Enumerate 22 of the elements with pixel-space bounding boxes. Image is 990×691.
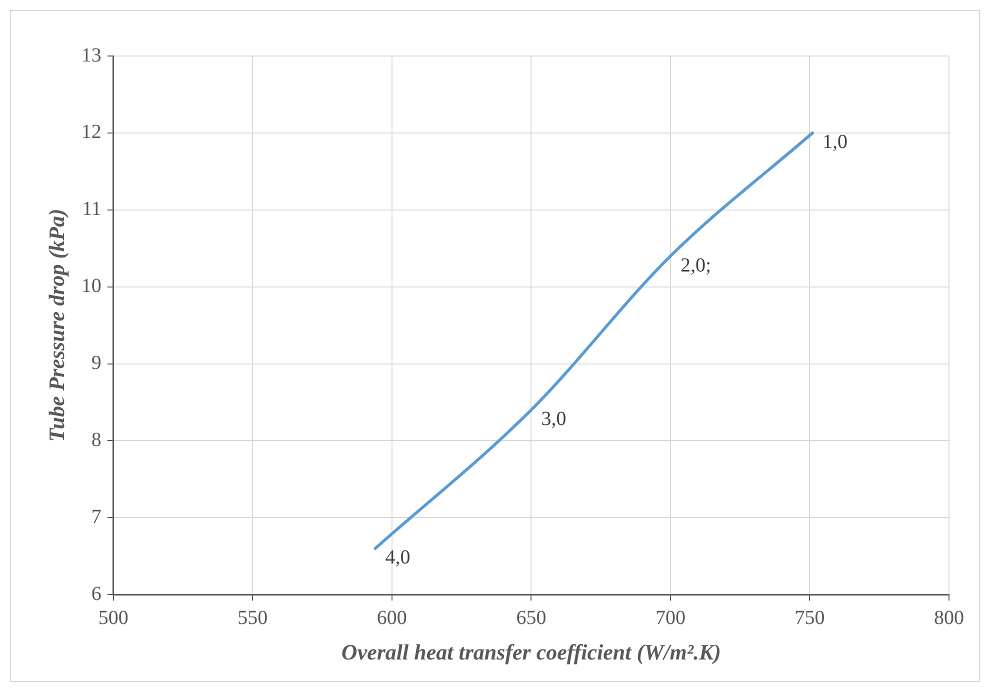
x-tick-label: 650 xyxy=(516,606,546,629)
x-tick-label: 700 xyxy=(655,606,686,629)
annotation: 4,0 xyxy=(385,546,410,569)
y-tick-label: 12 xyxy=(81,121,102,144)
y-tick-label: 6 xyxy=(91,582,102,605)
x-tick-label: 600 xyxy=(376,606,407,629)
x-tick-label: 800 xyxy=(934,606,964,629)
line-series xyxy=(374,131,814,550)
x-tick-label: 750 xyxy=(794,606,825,629)
x-axis-title: Overall heat transfer coefficient (W/m².K) xyxy=(341,639,721,664)
x-tick-label: 550 xyxy=(238,606,268,629)
y-tick-label: 11 xyxy=(82,198,102,220)
y-tick-label: 13 xyxy=(81,44,102,66)
y-tick-label: 7 xyxy=(91,506,102,528)
annotation: 3,0 xyxy=(541,408,566,430)
y-axis-title: Tube Pressure drop (kPa) xyxy=(44,208,69,442)
y-tick-label: 9 xyxy=(91,352,102,374)
x-tick-label: 500 xyxy=(98,606,128,629)
y-tick-label: 8 xyxy=(91,428,102,451)
y-tick-label: 10 xyxy=(81,275,102,298)
annotation: 2,0; xyxy=(680,254,712,276)
annotation: 1,0 xyxy=(822,131,848,154)
